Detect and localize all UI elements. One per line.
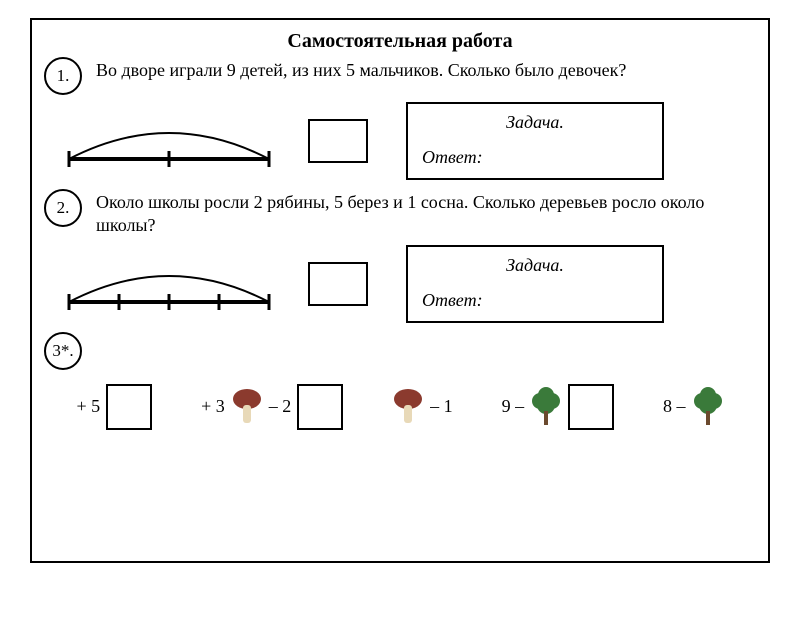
eq-text: + 5 [76, 396, 100, 417]
problem-number-1: 1. [44, 57, 82, 95]
problem-2-header: 2. Около школы росли 2 рябины, 5 берез и… [44, 191, 756, 238]
tree-icon [692, 387, 724, 427]
eq-blank [568, 384, 614, 430]
eq-item-1: + 5 [76, 384, 152, 430]
problem-2-text: Около школы росли 2 рябины, 5 берез и 1 … [96, 191, 756, 238]
eq-item-3: – 1 [392, 387, 453, 427]
solution-box-1: Задача. Ответ: [406, 102, 664, 180]
zadacha-label-1: Задача. [422, 112, 648, 133]
eq-blank [297, 384, 343, 430]
problem-number-3: 3*. [44, 332, 82, 370]
eq-text: – 1 [430, 396, 453, 417]
worksheet-frame: Самостоятельная работа 1. Во дворе играл… [30, 18, 770, 563]
otvet-label-1: Ответ: [422, 147, 648, 168]
eq-item-5: 8 – [663, 387, 724, 427]
solution-box-2: Задача. Ответ: [406, 245, 664, 323]
answer-blank-2 [308, 262, 368, 306]
problem-3-header: 3*. [44, 334, 756, 370]
problem-1-header: 1. Во дворе играли 9 детей, из них 5 мал… [44, 59, 756, 95]
tree-icon [530, 387, 562, 427]
worksheet-title: Самостоятельная работа [44, 30, 756, 53]
equation-row: + 5 + 3 – 2 – 1 9 – [44, 384, 756, 430]
segment-diagram-1 [54, 101, 284, 181]
eq-blank [106, 384, 152, 430]
eq-text: 8 – [663, 396, 686, 417]
otvet-label-2: Ответ: [422, 290, 648, 311]
eq-text: 9 – [502, 396, 525, 417]
answer-blank-1 [308, 119, 368, 163]
problem-2-work: Задача. Ответ: [44, 244, 756, 324]
problem-number-2: 2. [44, 189, 82, 227]
problem-1-text: Во дворе играли 9 детей, из них 5 мальчи… [96, 59, 626, 82]
zadacha-label-2: Задача. [422, 255, 648, 276]
eq-text: + 3 [201, 396, 225, 417]
mushroom-icon [392, 387, 424, 427]
eq-item-2: + 3 – 2 [201, 384, 343, 430]
mushroom-icon [231, 387, 263, 427]
eq-item-4: 9 – [502, 384, 615, 430]
segment-diagram-2 [54, 244, 284, 324]
eq-text: – 2 [269, 396, 292, 417]
problem-1-work: Задача. Ответ: [44, 101, 756, 181]
